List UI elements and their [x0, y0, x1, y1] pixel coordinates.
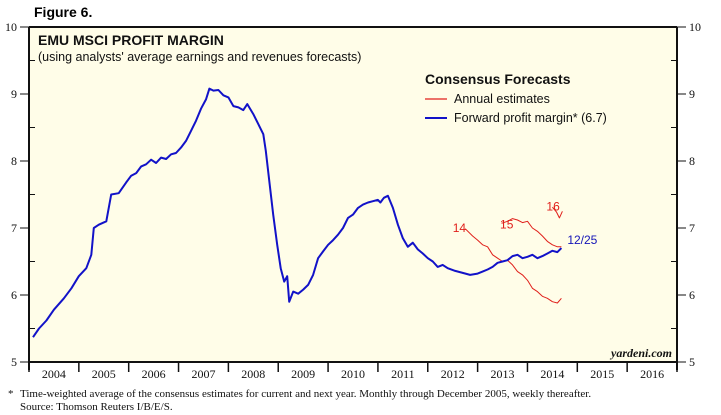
x-tick-label: 2007: [191, 367, 215, 381]
x-tick-label: 2005: [92, 367, 116, 381]
y-tick-label-left: 10: [5, 20, 17, 34]
figure-label: Figure 6.: [34, 4, 92, 20]
y-tick-label-left: 9: [11, 87, 17, 101]
footnote: * Time-weighted average of the consensus …: [8, 388, 591, 400]
x-tick-label: 2015: [590, 367, 614, 381]
x-tick-label: 2004: [42, 367, 66, 381]
x-tick-label: 2006: [142, 367, 166, 381]
y-tick-label-right: 8: [689, 154, 695, 168]
y-tick-label-left: 8: [11, 154, 17, 168]
chart-subtitle: (using analysts' average earnings and re…: [38, 50, 361, 64]
y-tick-label-left: 7: [11, 221, 17, 235]
footnote-text: Time-weighted average of the consensus e…: [20, 388, 592, 400]
y-axis-left: 5 6 7 8 9 10: [5, 20, 677, 370]
x-tick-label: 2009: [291, 367, 315, 381]
y-tick-label-right: 5: [689, 355, 695, 369]
x-tick-label: 2016: [640, 367, 664, 381]
series-forward-profit-margin: [32, 87, 563, 338]
x-tick-label: 2013: [491, 367, 515, 381]
y-axis-right: 5 6 7 8 9 10: [671, 20, 701, 370]
y-tick-label-left: 5: [11, 355, 17, 369]
x-axis: 2004 2005 2006 2007 2008 2009 2010 2011 2012 2013…: [28, 361, 678, 381]
annotation-16: 16: [546, 200, 560, 214]
chart-title: EMU MSCI PROFIT MARGIN: [38, 32, 224, 48]
legend-label-annual: Annual estimates: [454, 92, 550, 106]
x-tick-label: 2008: [241, 367, 265, 381]
source-note: Source: Thomson Reuters I/B/E/S.: [20, 401, 173, 413]
legend: Consensus Forecasts Annual estimates For…: [425, 71, 607, 125]
y-tick-label-right: 9: [689, 87, 695, 101]
x-tick-label: 2010: [341, 367, 365, 381]
series-annual-estimate-14: [464, 228, 562, 304]
plot-area: [29, 27, 677, 362]
legend-title: Consensus Forecasts: [425, 71, 571, 87]
annotation-12-25: 12/25: [567, 233, 597, 247]
x-tick-label: 2011: [391, 367, 415, 381]
y-tick-label-left: 6: [11, 288, 17, 302]
series-layer: [32, 87, 563, 338]
watermark: yardeni.com: [609, 346, 672, 360]
series-annual-estimate-15: [501, 218, 562, 248]
annotation-14: 14: [453, 221, 467, 235]
y-tick-label-right: 7: [689, 221, 695, 235]
x-tick-label: 2012: [441, 367, 465, 381]
annotations: 14 15 16 12/25: [453, 200, 598, 248]
annotation-15: 15: [500, 218, 514, 232]
y-tick-label-right: 6: [689, 288, 695, 302]
x-tick-label: 2014: [540, 367, 564, 381]
legend-label-forward: Forward profit margin* (6.7): [454, 111, 607, 125]
footnote-marker: *: [8, 388, 14, 400]
y-tick-label-right: 10: [689, 20, 701, 34]
series-annual-estimate-16: [552, 206, 563, 219]
